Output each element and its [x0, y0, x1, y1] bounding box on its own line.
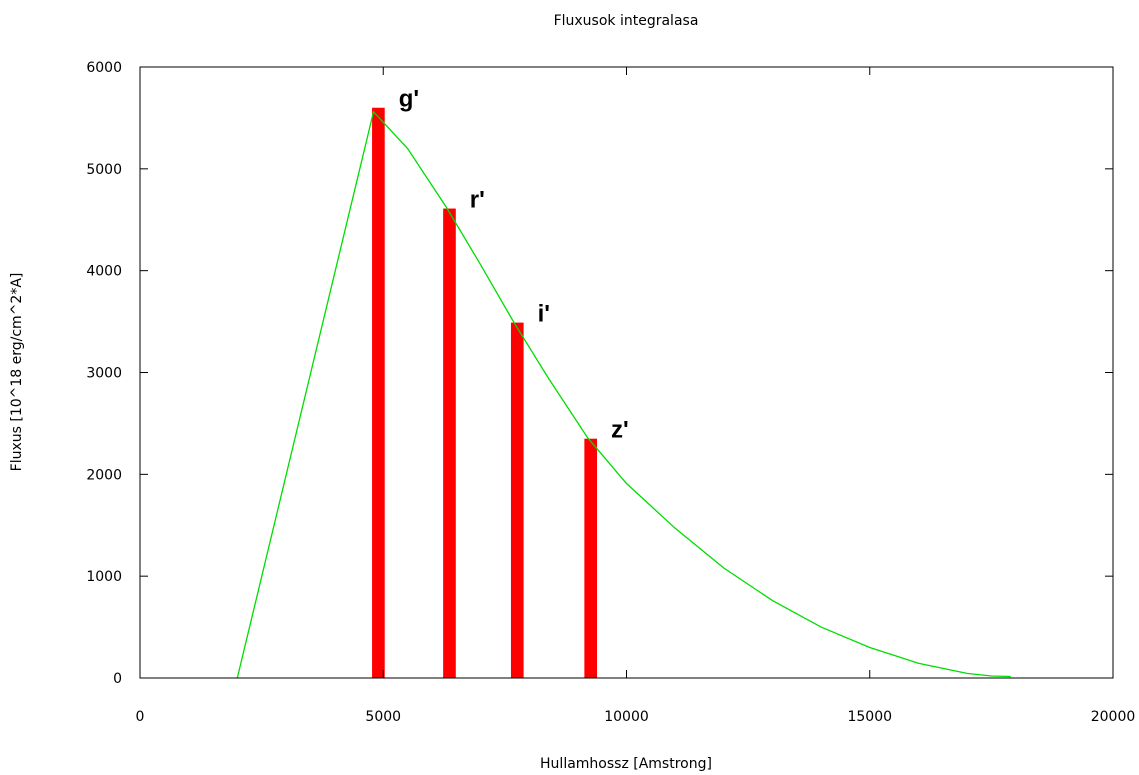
x-tick-label: 15000 — [847, 709, 892, 725]
bar-label: g' — [399, 86, 419, 113]
y-tick-label: 2000 — [86, 467, 122, 483]
x-tick-label: 10000 — [604, 709, 649, 725]
x-tick-label: 20000 — [1091, 709, 1136, 725]
x-axis: 0 5000 10000 15000 20000 — [136, 67, 1136, 725]
y-axis: 0 1000 2000 3000 4000 5000 6000 — [86, 60, 1113, 687]
bar — [584, 438, 598, 678]
bar-label: z' — [611, 417, 629, 444]
flux-curve — [236, 110, 1011, 679]
y-tick-label: 1000 — [86, 569, 122, 585]
y-tick-label: 3000 — [86, 366, 122, 382]
y-tick-label: 5000 — [86, 162, 122, 178]
plot-frame — [139, 66, 1114, 679]
bar — [443, 208, 456, 678]
y-tick-label: 6000 — [86, 60, 122, 76]
y-tick-label: 0 — [113, 671, 122, 687]
y-tick-label: 4000 — [86, 264, 122, 280]
x-tick-label: 0 — [136, 709, 145, 725]
plot-area: g' r' i' z' — [236, 86, 1011, 679]
bar-label: r' — [470, 187, 485, 214]
x-tick-label: 5000 — [365, 709, 401, 725]
x-axis-label: Hullamhossz [Amstrong] — [540, 756, 712, 772]
bar — [372, 107, 385, 678]
chart-title: Fluxusok integralasa — [554, 13, 699, 29]
bar — [510, 322, 524, 678]
bar-label: i' — [538, 301, 550, 328]
y-axis-label: Fluxus [10^18 erg/cm^2*A] — [9, 273, 25, 472]
